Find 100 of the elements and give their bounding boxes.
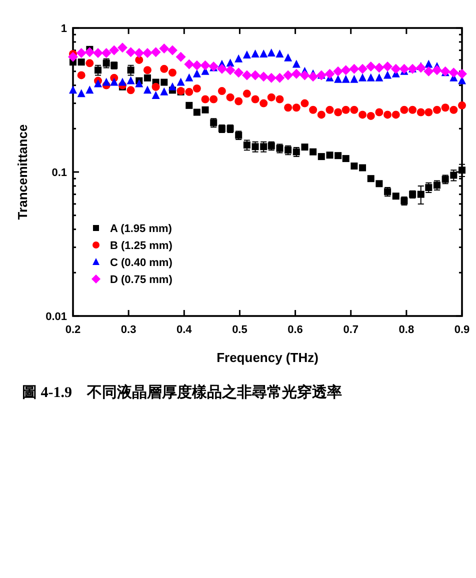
point [267,93,276,102]
point [334,74,342,83]
point [283,70,294,80]
point [308,72,318,82]
point [185,88,194,96]
point [382,62,393,72]
point [376,180,383,188]
point [216,64,227,74]
point [266,72,276,83]
point [226,93,234,102]
point [384,70,392,79]
point [152,90,160,99]
point [458,101,466,110]
point [102,78,110,86]
point [317,110,326,119]
point [186,102,193,109]
x-axis-title: Frequency (THz) [216,350,318,365]
point [185,73,194,82]
legend-label: A (1.95 mm) [110,223,172,235]
point [399,64,410,74]
point [225,65,236,76]
point [258,72,269,82]
point [284,104,292,112]
point [284,53,292,62]
point [366,73,375,82]
point [359,164,366,172]
point [176,52,186,62]
point [276,49,284,58]
point [77,71,86,80]
point [78,58,85,66]
point [450,172,458,179]
point [424,60,433,68]
point [68,52,78,62]
point [135,56,144,64]
point [160,87,168,96]
point [301,144,308,151]
point [367,175,374,182]
point [267,48,276,57]
point [390,64,401,74]
point [143,86,152,94]
point [184,59,194,70]
point [76,48,86,58]
point [457,68,467,79]
point [168,82,176,90]
point [300,70,310,80]
point [342,155,350,162]
point [309,106,318,114]
point [200,60,210,70]
point [458,166,466,174]
point [159,44,170,54]
point [318,153,325,160]
point [334,152,342,160]
point [292,104,300,112]
point [416,62,426,73]
point [234,54,243,62]
point [160,64,168,73]
point [424,66,434,76]
point [450,106,458,114]
point [150,47,161,58]
point [152,82,160,91]
point [392,192,400,200]
x-tick-label: 0.6 [288,324,303,336]
x-tick-label: 0.9 [454,324,470,336]
point [366,62,376,72]
point [408,106,417,114]
point [201,95,210,104]
point [93,48,104,58]
x-tick-label: 0.3 [120,324,136,336]
point [192,69,201,78]
x-tick-label: 0.7 [343,324,359,336]
point [126,76,135,84]
point [291,68,302,79]
point [310,148,317,156]
point [375,108,384,116]
point [292,60,300,68]
point [110,78,118,86]
point [101,48,112,58]
point [358,64,368,74]
point [342,74,350,83]
point [276,95,284,104]
point [350,162,358,170]
point [342,106,350,114]
point [324,68,335,79]
point [109,45,120,56]
x-tick-label: 0.5 [232,324,248,336]
point [117,42,128,53]
point [234,68,244,78]
point [210,95,218,104]
point [192,60,202,70]
point [432,106,441,114]
point [234,97,243,106]
point [134,48,144,58]
point [274,72,285,83]
point [400,106,408,114]
point [432,65,442,76]
point [77,89,86,98]
point [242,50,251,58]
point [86,59,94,68]
point [250,70,260,80]
point [441,104,450,112]
